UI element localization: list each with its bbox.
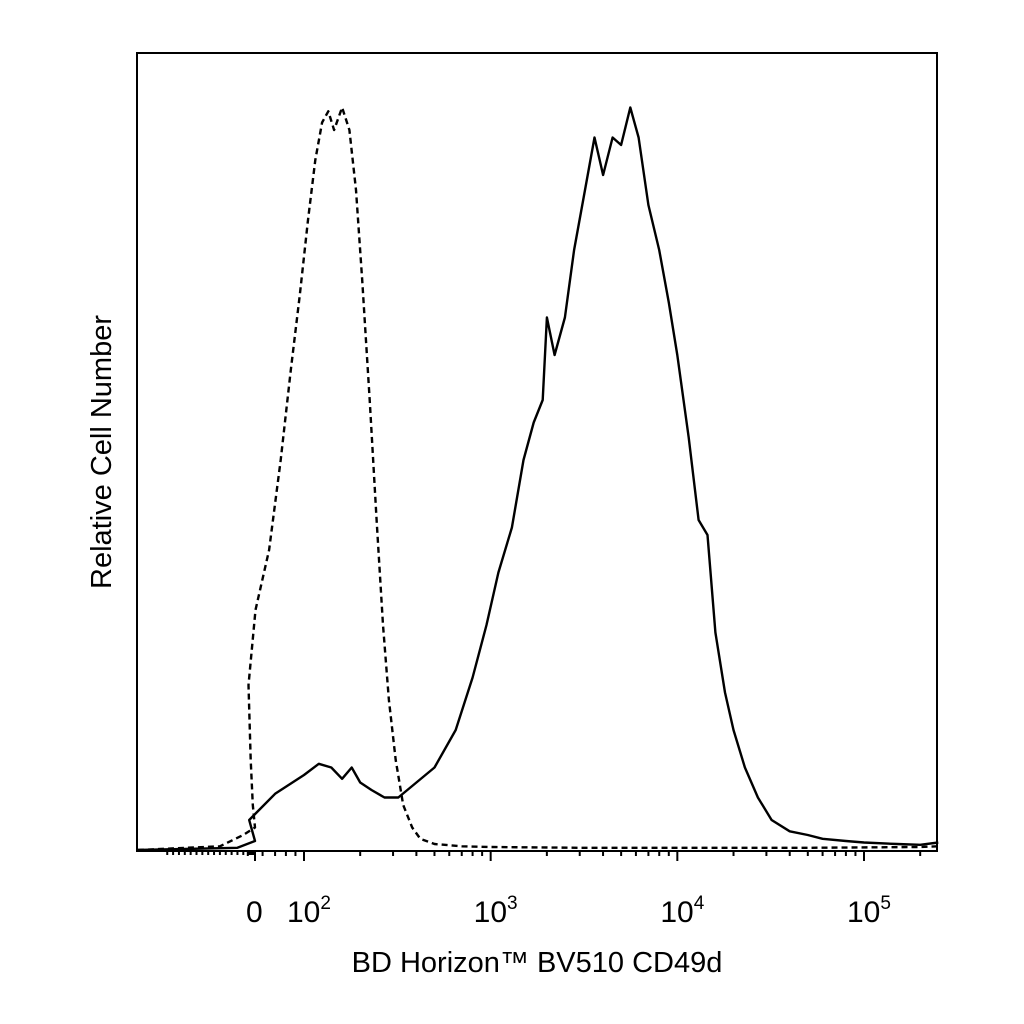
x-axis-tick-labels: 0 102 103 104 105 xyxy=(246,893,891,929)
plot-frame xyxy=(136,52,938,852)
series-line-solid xyxy=(137,106,939,852)
x-tick-label: 105 xyxy=(847,893,891,929)
x-tick-label: 104 xyxy=(660,893,704,929)
series-layer xyxy=(137,106,939,852)
x-tick-label: 103 xyxy=(474,893,518,929)
y-axis-title: Relative Cell Number xyxy=(86,315,118,589)
x-tick-label: 0 xyxy=(246,896,263,929)
x-axis-ticks xyxy=(166,850,922,861)
x-tick-label: 102 xyxy=(287,893,331,929)
x-axis-title: BD Horizon™ BV510 CD49d xyxy=(352,947,723,979)
series-line-dashed xyxy=(137,106,939,852)
